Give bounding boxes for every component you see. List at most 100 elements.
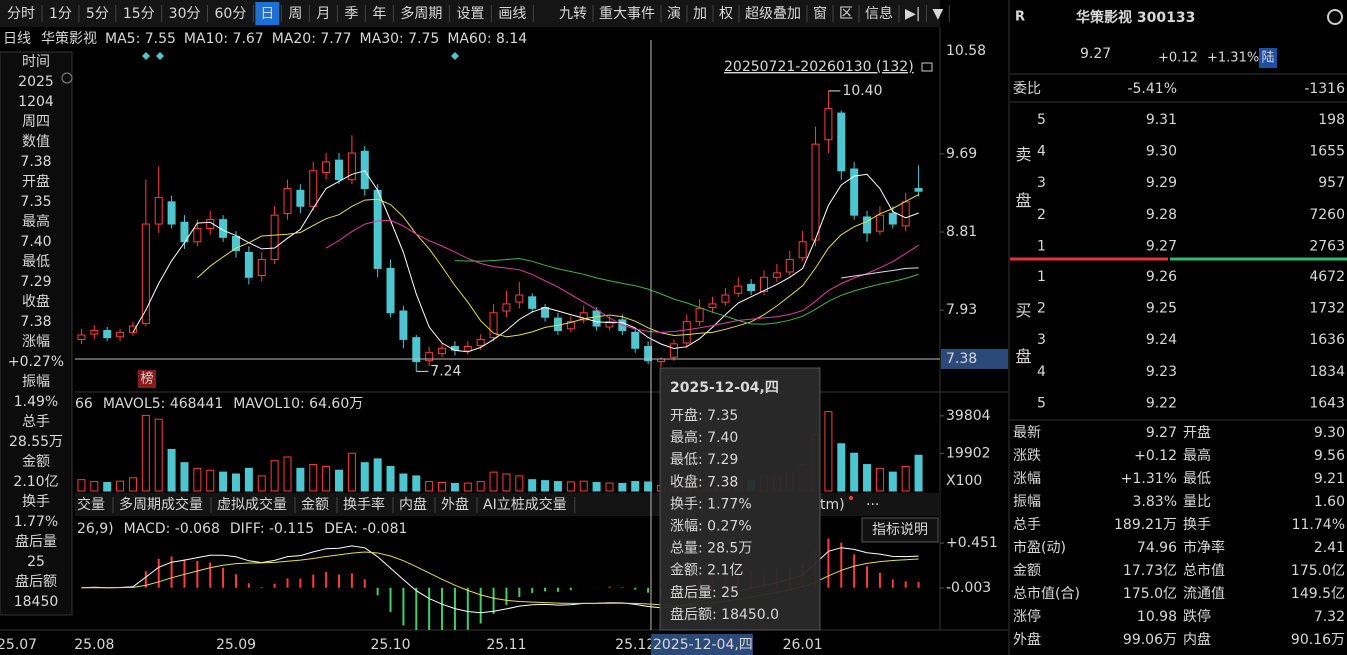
tool-button[interactable]: 信息 xyxy=(865,5,893,22)
indicator-tab[interactable]: 换手率 xyxy=(343,496,385,513)
stat-label: 跌停 xyxy=(1183,608,1211,625)
candle-body xyxy=(438,347,447,355)
stat-value: 149.5亿 xyxy=(1291,586,1345,602)
book-price: 9.27 xyxy=(1146,238,1177,254)
volume-bar xyxy=(128,477,137,492)
cursor-date: 2025-12-04,四 xyxy=(653,637,753,653)
period-button[interactable]: 5分 xyxy=(86,6,109,22)
ma-line xyxy=(196,194,919,338)
book-price: 9.24 xyxy=(1146,332,1177,348)
period-button[interactable]: 分时 xyxy=(7,6,35,22)
period-button[interactable]: 60分 xyxy=(215,6,247,22)
ma-legend: MA20: 7.77 xyxy=(272,31,352,47)
y-tick-label: 7.93 xyxy=(946,302,977,318)
info-value: 2.10亿 xyxy=(13,474,58,490)
settings-icon[interactable] xyxy=(61,72,73,84)
indicator-tab[interactable]: AI立桩成交量 xyxy=(483,496,567,513)
macd-header: DEA: -0.081 xyxy=(324,521,407,537)
tool-button[interactable]: 九转 xyxy=(559,6,587,22)
volume-bar xyxy=(631,481,640,492)
volume-bar xyxy=(141,414,150,492)
volume-bar xyxy=(425,481,434,492)
tool-button[interactable]: ▶| xyxy=(905,6,920,22)
book-volume: 1655 xyxy=(1309,144,1345,160)
tool-button[interactable]: 演 xyxy=(667,6,681,22)
candle-body xyxy=(824,108,833,141)
tool-button[interactable]: 重大事件 xyxy=(599,6,655,22)
tool-button[interactable]: 权 xyxy=(719,6,733,22)
book-volume: 957 xyxy=(1318,175,1345,191)
period-button[interactable]: 日 xyxy=(260,6,274,22)
candle-body xyxy=(373,189,382,269)
ma-line xyxy=(454,257,919,325)
period-button[interactable]: 30分 xyxy=(169,6,201,22)
y-tick-label: 8.81 xyxy=(946,224,977,240)
toolbar-bg xyxy=(0,0,940,27)
ma-legend: MA30: 7.75 xyxy=(360,31,440,47)
book-volume: 7260 xyxy=(1309,207,1345,223)
more-tabs[interactable]: ··· xyxy=(866,497,879,513)
period-button-bg xyxy=(255,2,280,25)
stat-label: 总手 xyxy=(1013,517,1041,533)
lock-icon[interactable] xyxy=(921,62,933,72)
candle-body xyxy=(244,251,253,278)
period-button[interactable]: 画线 xyxy=(498,6,526,22)
info-label: 盘后额 xyxy=(15,573,57,590)
range-label: 20250721-20260130 (132) xyxy=(724,59,914,75)
ma-line xyxy=(841,267,919,279)
book-level: 1 xyxy=(1037,238,1046,254)
indicator-tab[interactable]: 多周期成交量 xyxy=(119,496,203,513)
indicator-tab[interactable]: 金额 xyxy=(301,497,329,513)
info-label: 金额 xyxy=(22,454,50,470)
candle-body xyxy=(811,143,820,241)
period-button[interactable]: 设置 xyxy=(456,6,484,22)
indicator-tab[interactable]: tm) xyxy=(820,497,845,513)
info-value: 18450 xyxy=(14,594,59,610)
period-button[interactable]: 周 xyxy=(288,6,302,22)
indicator-tab[interactable]: 虚拟成交量 xyxy=(217,496,287,513)
period-button[interactable]: 月 xyxy=(316,6,330,22)
stat-value: 175.0亿 xyxy=(1123,586,1177,602)
tool-button[interactable]: 超级叠加 xyxy=(745,6,801,22)
y-top-label: 10.58 xyxy=(946,43,986,59)
tool-button[interactable]: ▼ xyxy=(932,6,943,22)
book-level: 3 xyxy=(1037,332,1046,348)
stat-label: 最低 xyxy=(1183,471,1211,487)
info-value: 1.77% xyxy=(14,514,58,530)
x-tick-label: 26.01 xyxy=(783,637,823,653)
volume-bar xyxy=(244,467,253,492)
cursor-date-bg xyxy=(650,634,753,655)
candle-body xyxy=(747,283,756,292)
macd-tick-label: -0.003 xyxy=(946,580,991,596)
period-button[interactable]: 多周期 xyxy=(400,5,442,22)
period-button[interactable]: 15分 xyxy=(123,6,155,22)
tool-button[interactable]: 加 xyxy=(693,6,707,22)
candle-body xyxy=(257,259,266,277)
stat-value: 9.56 xyxy=(1314,448,1345,464)
ma-legend: MA10: 7.67 xyxy=(184,31,264,47)
candle-body xyxy=(309,170,318,207)
settings-icon[interactable] xyxy=(1327,9,1343,25)
candle-body xyxy=(77,334,86,340)
period-button[interactable]: 1分 xyxy=(49,6,72,22)
bid-side-label: 买盘 xyxy=(1013,302,1032,394)
x-tick-label: 25.12 xyxy=(615,637,655,653)
stat-label: 开盘 xyxy=(1183,424,1211,441)
indicator-tab[interactable]: 内盘 xyxy=(399,496,427,513)
candle-body xyxy=(785,259,794,273)
indicator-tab[interactable]: 外盘 xyxy=(441,496,469,513)
tool-button[interactable]: 区 xyxy=(839,6,853,22)
volume-bar xyxy=(863,464,872,492)
volume-bar xyxy=(373,458,382,492)
indicator-tab[interactable]: 交量 xyxy=(77,496,105,513)
period-button[interactable]: 季 xyxy=(344,6,358,22)
tool-button[interactable]: 窗 xyxy=(813,5,827,22)
stat-value: 9.21 xyxy=(1314,471,1345,487)
info-label: 数值 xyxy=(22,134,50,150)
help-button[interactable]: 指标说明 xyxy=(872,522,928,538)
market-badge: 陆 xyxy=(1261,50,1274,66)
period-button[interactable]: 年 xyxy=(372,6,386,22)
candle-body xyxy=(296,189,305,207)
book-price: 9.30 xyxy=(1146,144,1177,160)
